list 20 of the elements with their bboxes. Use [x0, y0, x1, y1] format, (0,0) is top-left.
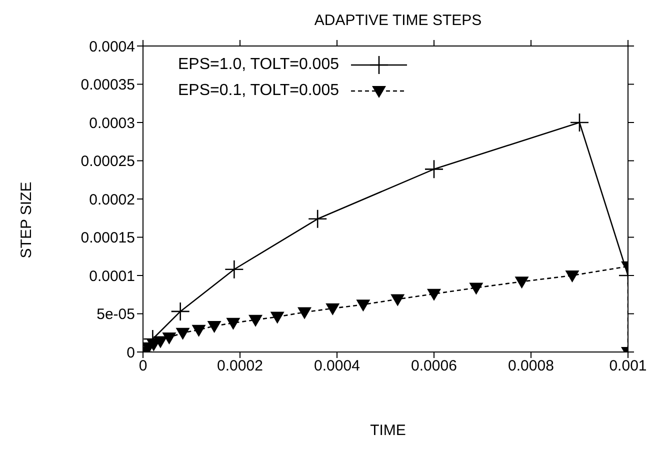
- y-tick-label: 0.00035: [80, 76, 135, 94]
- y-tick-label: 0.00025: [80, 153, 135, 170]
- y-tick-label: 0.0003: [89, 114, 135, 132]
- x-tick-label: 0.0002: [217, 358, 263, 375]
- y-tick-label: 5e-05: [96, 306, 135, 324]
- y-tick-label: 0.0002: [89, 191, 135, 208]
- x-tick-label: 0.001: [609, 358, 647, 375]
- y-axis-title: STEP SIZE: [18, 180, 35, 260]
- y-tick-label: 0: [126, 344, 135, 362]
- chart-title: ADAPTIVE TIME STEPS: [313, 12, 483, 29]
- legend-label: EPS=0.1, TOLT=0.005: [178, 82, 339, 100]
- legend-label: EPS=1.0, TOLT=0.005: [178, 56, 339, 74]
- x-tick-label: 0.0008: [508, 358, 554, 375]
- x-tick-label: 0: [138, 358, 148, 375]
- x-axis-title: TIME: [369, 422, 407, 439]
- y-tick-label: 0.0004: [89, 38, 135, 56]
- x-tick-label: 0.0004: [314, 358, 360, 375]
- y-tick-label: 0.00015: [80, 230, 135, 247]
- y-tick-label: 0.0001: [89, 268, 135, 285]
- x-tick-label: 0.0006: [411, 358, 457, 375]
